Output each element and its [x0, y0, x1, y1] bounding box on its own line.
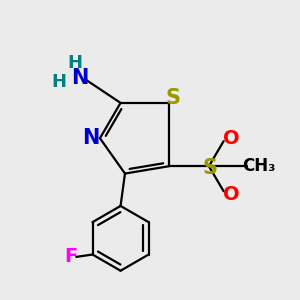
Text: O: O [223, 185, 239, 204]
Text: N: N [70, 68, 88, 88]
Text: CH₃: CH₃ [242, 157, 275, 175]
Text: H: H [68, 54, 82, 72]
Text: H: H [51, 73, 66, 91]
Text: O: O [223, 129, 239, 148]
Text: S: S [165, 88, 180, 109]
Text: N: N [82, 128, 99, 148]
Text: S: S [203, 158, 218, 178]
Text: F: F [64, 248, 77, 266]
